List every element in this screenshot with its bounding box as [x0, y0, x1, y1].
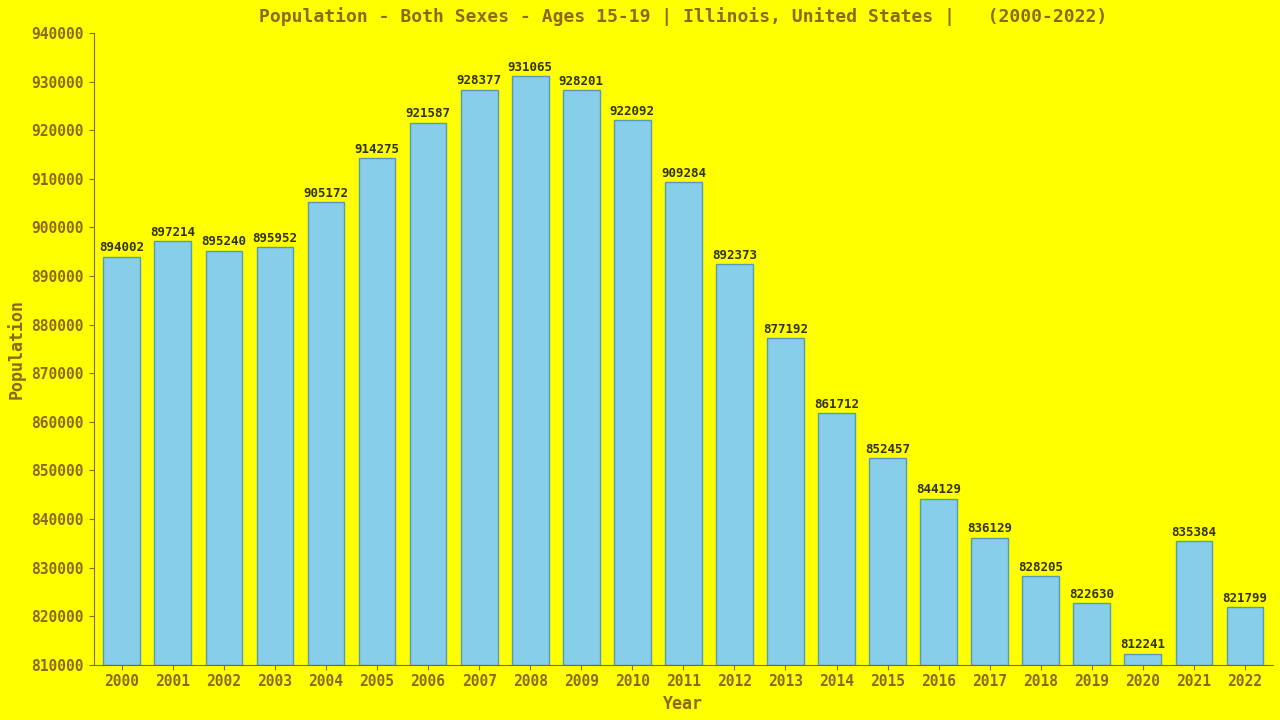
Text: 877192: 877192	[763, 323, 808, 336]
Text: 836129: 836129	[968, 523, 1012, 536]
Text: 892373: 892373	[712, 249, 756, 262]
Bar	[104, 256, 141, 665]
Bar	[920, 499, 957, 665]
Bar	[512, 76, 549, 665]
Bar	[206, 251, 242, 665]
Bar	[1125, 654, 1161, 665]
Text: 852457: 852457	[865, 443, 910, 456]
Bar	[1074, 603, 1110, 665]
Bar	[972, 538, 1009, 665]
Title: Population - Both Sexes - Ages 15-19 | Illinois, United States |   (2000-2022): Population - Both Sexes - Ages 15-19 | I…	[260, 7, 1107, 26]
Text: 897214: 897214	[150, 225, 196, 238]
Bar	[1023, 576, 1059, 665]
Bar	[767, 338, 804, 665]
Bar	[818, 413, 855, 665]
Bar	[563, 91, 599, 665]
Text: 894002: 894002	[100, 241, 145, 254]
Text: 861712: 861712	[814, 398, 859, 411]
Text: 905172: 905172	[303, 187, 348, 200]
X-axis label: Year: Year	[663, 695, 704, 713]
Text: 828205: 828205	[1019, 561, 1064, 574]
Bar	[869, 459, 906, 665]
Bar	[307, 202, 344, 665]
Text: 914275: 914275	[355, 143, 399, 156]
Bar	[1226, 608, 1263, 665]
Text: 922092: 922092	[609, 104, 655, 117]
Bar	[256, 247, 293, 665]
Text: 812241: 812241	[1120, 639, 1165, 652]
Text: 844129: 844129	[916, 484, 961, 497]
Bar	[666, 182, 701, 665]
Bar	[716, 264, 753, 665]
Text: 928201: 928201	[559, 75, 604, 88]
Text: 895952: 895952	[252, 232, 297, 245]
Text: 835384: 835384	[1171, 526, 1216, 539]
Text: 921587: 921587	[406, 107, 451, 120]
Bar	[358, 158, 396, 665]
Text: 909284: 909284	[660, 167, 705, 180]
Bar	[614, 120, 650, 665]
Bar	[461, 89, 498, 665]
Y-axis label: Population: Population	[6, 299, 26, 399]
Text: 931065: 931065	[508, 61, 553, 74]
Text: 928377: 928377	[457, 74, 502, 87]
Text: 821799: 821799	[1222, 592, 1267, 605]
Bar	[410, 122, 447, 665]
Text: 895240: 895240	[201, 235, 246, 248]
Text: 822630: 822630	[1069, 588, 1115, 601]
Bar	[1175, 541, 1212, 665]
Bar	[155, 241, 191, 665]
